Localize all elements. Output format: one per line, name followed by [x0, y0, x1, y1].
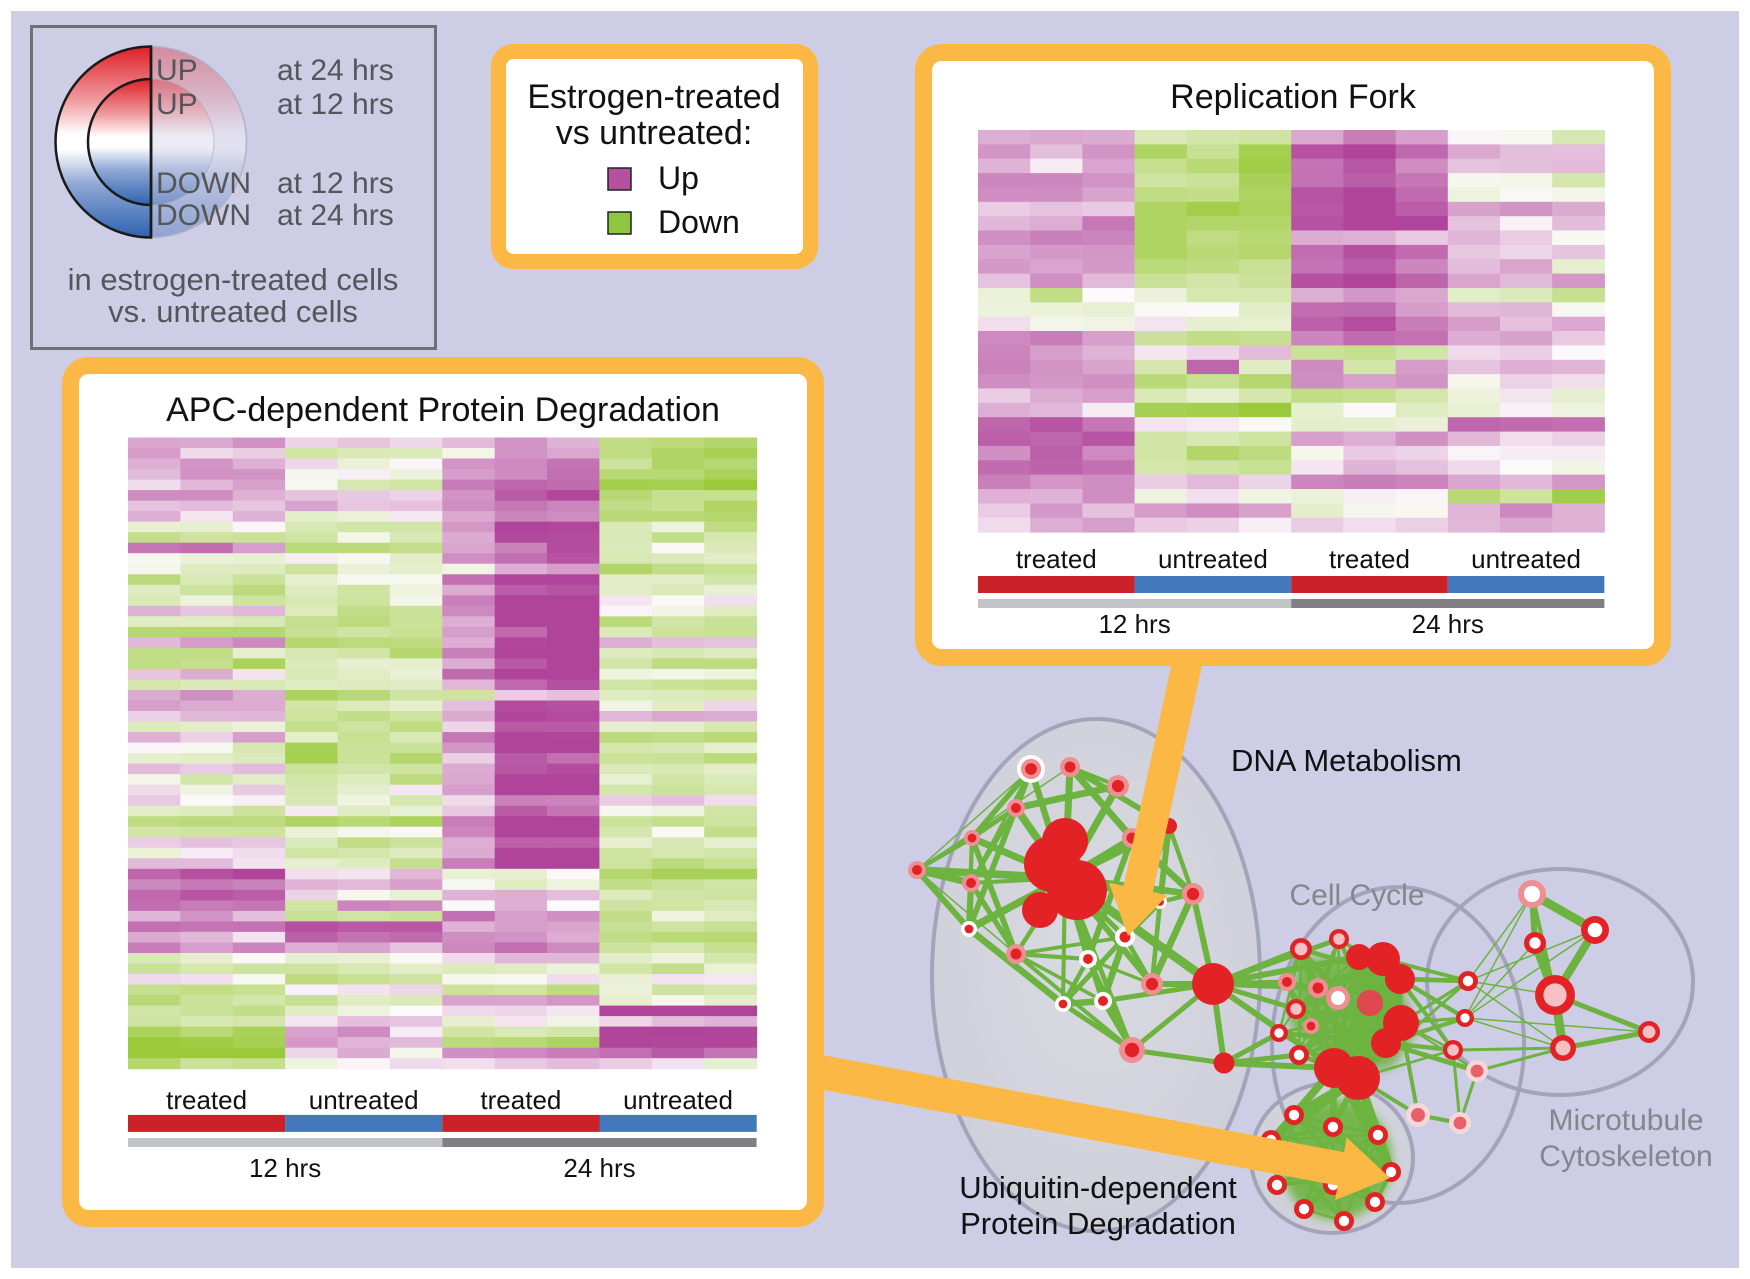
svg-text:DOWN: DOWN [156, 167, 251, 200]
svg-text:in estrogen-treated cells: in estrogen-treated cells [68, 262, 399, 297]
svg-text:Protein Degradation: Protein Degradation [960, 1206, 1236, 1241]
svg-text:Down: Down [658, 204, 740, 240]
svg-text:Microtubule: Microtubule [1548, 1104, 1703, 1137]
svg-text:12 hrs: 12 hrs [249, 1153, 321, 1183]
svg-text:24 hrs: 24 hrs [1412, 609, 1484, 639]
svg-text:at 24 hrs: at 24 hrs [277, 54, 394, 87]
svg-text:Replication Fork: Replication Fork [1170, 78, 1417, 116]
svg-text:at 24 hrs: at 24 hrs [277, 199, 394, 232]
svg-text:Up: Up [658, 160, 699, 196]
svg-text:at 12 hrs: at 12 hrs [277, 88, 394, 121]
svg-text:treated: treated [480, 1085, 561, 1115]
svg-text:UP: UP [156, 88, 198, 121]
svg-text:treated: treated [1329, 544, 1410, 574]
svg-text:APC-dependent Protein Degradat: APC-dependent Protein Degradation [166, 391, 720, 429]
svg-text:Cell Cycle: Cell Cycle [1289, 879, 1424, 912]
svg-text:treated: treated [166, 1085, 247, 1115]
svg-text:Cytoskeleton: Cytoskeleton [1539, 1140, 1712, 1173]
svg-text:DNA Metabolism: DNA Metabolism [1231, 743, 1462, 778]
svg-text:vs. untreated cells: vs. untreated cells [108, 294, 358, 329]
svg-text:DOWN: DOWN [156, 199, 251, 232]
svg-text:untreated: untreated [309, 1085, 419, 1115]
svg-text:Ubiquitin-dependent: Ubiquitin-dependent [959, 1170, 1237, 1205]
svg-text:at 12 hrs: at 12 hrs [277, 167, 394, 200]
svg-text:untreated: untreated [1158, 544, 1268, 574]
svg-text:Estrogen-treated: Estrogen-treated [527, 78, 780, 116]
svg-text:vs untreated:: vs untreated: [556, 114, 753, 152]
svg-text:12 hrs: 12 hrs [1098, 609, 1170, 639]
svg-text:untreated: untreated [623, 1085, 733, 1115]
svg-text:UP: UP [156, 54, 198, 87]
svg-text:untreated: untreated [1471, 544, 1581, 574]
svg-text:treated: treated [1016, 544, 1097, 574]
svg-text:24 hrs: 24 hrs [563, 1153, 635, 1183]
